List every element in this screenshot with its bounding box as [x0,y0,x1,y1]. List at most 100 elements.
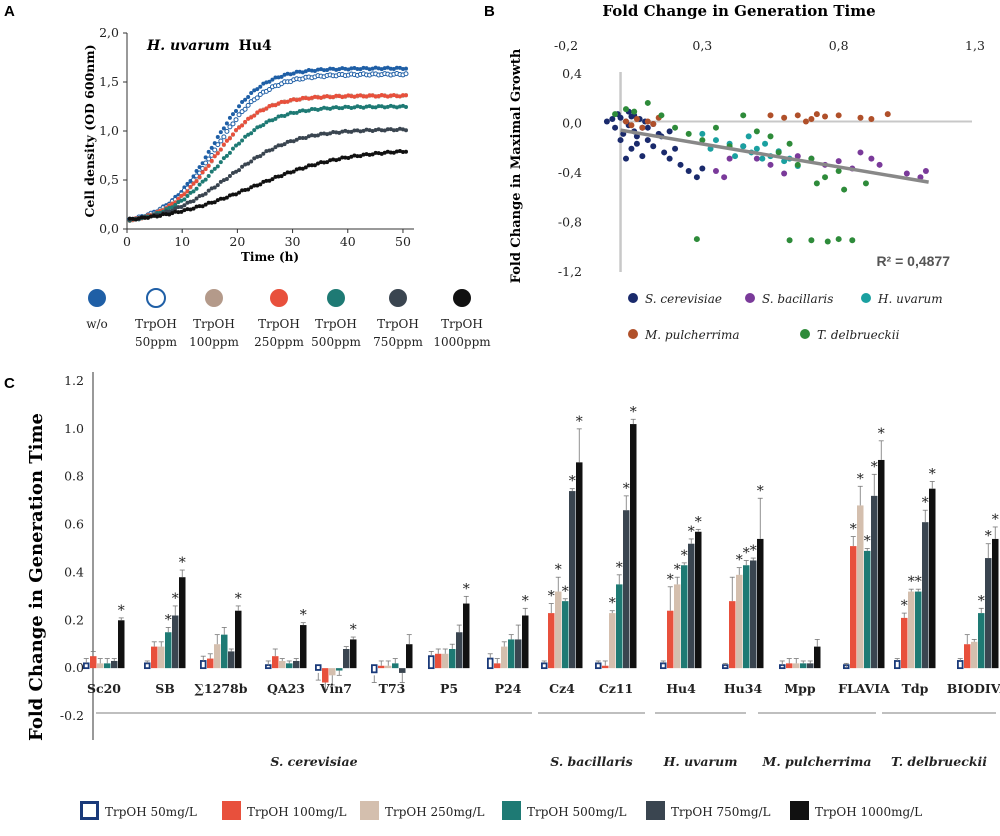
panel-a-point [170,211,175,216]
panel-a-point [179,198,184,203]
bar-5 [235,610,242,669]
panel-a-point [273,174,278,179]
significance-star: * [871,459,878,475]
bar-2 [857,505,864,669]
significance-star: * [695,514,702,530]
panel-b-point-0 [644,137,651,144]
panel-a-point [276,174,281,179]
panel-b-point-1 [868,155,875,162]
panel-a-point [264,120,269,125]
legend-label-line: 250ppm [254,335,304,349]
bar-5 [350,639,357,669]
panel-b-point-3 [767,112,774,119]
bar-3 [336,668,343,671]
panel-b-point-0 [622,155,629,162]
panel-a-point [322,105,327,110]
significance-star: * [350,622,357,638]
panel-a-point [391,104,396,109]
panel-a-point [209,186,214,191]
panel-a-point [194,186,199,191]
panel-a-point [221,178,226,183]
panel-a-point [170,205,175,210]
panel-a-title-strain: Hu4 [239,38,272,54]
panel-a-y-ticks: 0,0 0,5 1,0 1,5 2,0 [99,25,127,236]
panel-a-point [322,131,327,136]
bar-3 [221,634,228,669]
panel-a-point [206,173,211,178]
panel-c-ytick-label: 0.0 [64,660,84,675]
panel-a-point [279,143,284,148]
bar-group-T73 [370,634,413,683]
significance-star: * [681,548,688,564]
panel-b-point-1 [835,158,842,165]
bar-0 [83,662,90,670]
panel-a-point [328,158,333,163]
significance-star: * [630,404,637,420]
panel-a-point [315,161,320,166]
panel-a-point [173,203,178,208]
panel-a-point [337,157,342,162]
panel-b-point-0 [661,149,668,156]
panel-a-ytick-label: 1,0 [99,123,119,138]
panel-b-point-3 [802,118,809,125]
panel-a-point [346,156,351,161]
panel-b-point-4 [631,108,638,115]
panel-a-point [328,66,333,71]
bar-0 [314,664,322,671]
panel-a-point [373,150,378,155]
panel-a-point [236,112,242,118]
panel-a-point [270,77,275,82]
panel-a-point [218,179,223,184]
panel-a-point [394,65,399,70]
bar-2 [329,668,336,676]
panel-a-point [230,170,235,175]
panel-a-point [215,198,220,203]
bar-group-P5: * [427,581,470,670]
bar-3 [864,550,871,669]
panel-b-point-2 [732,153,739,160]
panel-c-legend-swatch [222,801,241,820]
panel-a-point [243,134,248,139]
panel-a-point [255,183,260,188]
panel-b-point-4 [835,168,842,174]
bar-3 [508,639,515,669]
panel-a-point [328,95,333,100]
panel-a-point [273,145,278,150]
category-label-2: ∑1278b [195,681,248,696]
panel-a-point [227,124,233,130]
bar-3 [743,565,750,669]
legend-label-line: TrpOH [135,317,177,331]
panel-b-point-4 [767,133,774,140]
panel-b-trendline [620,128,929,184]
panel-a-point [221,156,226,161]
panel-a-point [264,106,269,111]
panel-a-point [273,103,278,108]
panel-a-point [276,143,281,148]
panel-a-point [267,103,272,108]
panel-a-point [237,168,242,173]
bar-group-SB: *** [143,555,186,670]
panel-a-point [200,179,205,184]
panel-b-point-3 [822,113,829,120]
panel-c-legend-label: TrpOH 100mg/L [247,805,347,819]
bar-group-Cz4: ***** [541,414,583,670]
panel-a-point [297,135,302,140]
panel-a-point [191,181,196,186]
panel-a-legend: w/o TrpOH 50ppm TrpOH 100ppm TrpOH 250ppm TrpOH… [86,288,491,349]
bar-group-Cz11: * * * * [595,404,637,670]
panel-b-point-3 [813,111,820,118]
legend-marker-trpoh-250ppm [270,289,288,307]
panel-a-point [212,154,217,159]
panel-a-point [252,113,257,118]
bar-1 [322,668,329,683]
panel-a-point [270,147,275,152]
significance-star: * [757,483,764,499]
panel-a-point [218,138,224,144]
panel-a-point [155,214,160,219]
panel-a-point [309,133,314,138]
panel-b-point-4 [658,112,665,119]
bar-1 [378,665,385,669]
panel-a-growth-curves: H. uvarum Hu4 0,0 0,5 1,0 1,5 2,0 0 10 20 30 40 5… [82,25,491,349]
bar-1 [435,653,442,669]
bar-3 [681,565,688,669]
